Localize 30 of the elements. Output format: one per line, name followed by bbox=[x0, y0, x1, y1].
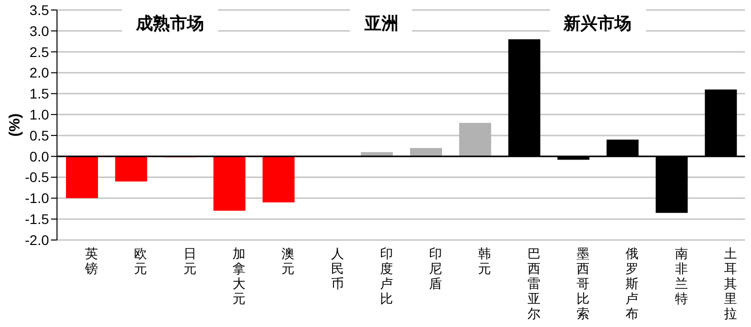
x-tick-label: 欧元 bbox=[134, 246, 148, 276]
x-tick-label: 澳元 bbox=[282, 246, 295, 276]
y-tick-label: -1.0 bbox=[24, 190, 50, 206]
annotation: 亚洲 bbox=[350, 6, 412, 40]
x-tick-label: 日元 bbox=[183, 246, 196, 276]
y-axis-title: (%) bbox=[6, 113, 24, 137]
y-tick-label: -2.0 bbox=[24, 232, 50, 248]
y-tick-label: 0.5 bbox=[30, 127, 50, 144]
x-tick-label: 土耳其里拉 bbox=[724, 246, 737, 321]
x-tick-label: 俄罗斯卢布 bbox=[626, 246, 639, 321]
x-tick-label: 南非兰特 bbox=[674, 246, 688, 306]
annotation: 新兴市场 bbox=[550, 6, 646, 40]
x-tick-label: 韩元 bbox=[478, 246, 492, 276]
y-tick-label: 2.0 bbox=[30, 64, 50, 81]
y-tick-label: 2.5 bbox=[30, 44, 50, 60]
x-tick-label: 英镑 bbox=[84, 246, 98, 276]
x-tick-label: 印度卢比 bbox=[380, 246, 393, 306]
y-tick-label: 3.0 bbox=[30, 22, 50, 39]
x-tick-label: 人民币 bbox=[330, 246, 344, 291]
annotation: 成熟市场 bbox=[122, 6, 218, 40]
y-tick-label: 0.0 bbox=[30, 148, 50, 164]
y-tick-label: -0.5 bbox=[24, 169, 50, 186]
x-tick-label: 印尼盾 bbox=[429, 246, 442, 291]
y-tick-label: -1.5 bbox=[24, 211, 50, 228]
x-tick-label: 巴西雷亚尔 bbox=[527, 246, 540, 321]
y-tick-label: 1.5 bbox=[30, 86, 50, 102]
y-tick-label: 3.5 bbox=[30, 2, 50, 18]
y-tick-label: 1.0 bbox=[30, 106, 50, 123]
x-tick-label: 墨西哥比索 bbox=[576, 246, 590, 321]
x-tick-label: 加拿大元 bbox=[232, 246, 246, 306]
